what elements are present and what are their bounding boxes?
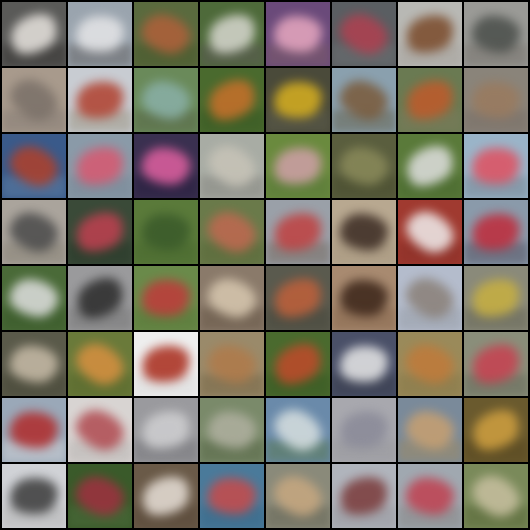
sample-tile bbox=[68, 464, 132, 528]
sample-tile bbox=[2, 134, 66, 198]
sample-tile bbox=[200, 2, 264, 66]
sample-tile bbox=[464, 134, 528, 198]
tile-ground bbox=[398, 506, 462, 528]
sample-tile bbox=[266, 68, 330, 132]
sample-tile bbox=[68, 2, 132, 66]
sample-tile bbox=[332, 332, 396, 396]
tile-subject bbox=[340, 280, 388, 316]
tile-ground bbox=[200, 440, 264, 462]
sample-tile bbox=[2, 200, 66, 264]
sample-tile bbox=[464, 68, 528, 132]
sample-tile bbox=[398, 200, 462, 264]
sample-tile bbox=[464, 398, 528, 462]
tile-ground bbox=[134, 176, 198, 198]
sample-tile bbox=[398, 68, 462, 132]
sample-tile bbox=[398, 332, 462, 396]
sample-tile bbox=[266, 398, 330, 462]
tile-subject bbox=[274, 16, 322, 52]
sample-tile bbox=[464, 200, 528, 264]
sample-tile bbox=[332, 398, 396, 462]
sample-tile bbox=[266, 266, 330, 330]
tile-ground bbox=[266, 44, 330, 66]
sample-tile bbox=[200, 332, 264, 396]
sample-tile bbox=[134, 464, 198, 528]
sample-tile bbox=[68, 332, 132, 396]
sample-tile bbox=[200, 398, 264, 462]
sample-tile bbox=[68, 266, 132, 330]
tile-ground bbox=[134, 308, 198, 330]
sample-tile bbox=[200, 134, 264, 198]
sample-tile bbox=[398, 2, 462, 66]
tile-ground bbox=[134, 242, 198, 264]
tile-ground bbox=[332, 308, 396, 330]
sample-tile bbox=[464, 266, 528, 330]
sample-tile bbox=[332, 200, 396, 264]
sample-tile bbox=[200, 464, 264, 528]
sample-tile bbox=[332, 266, 396, 330]
sample-tile bbox=[134, 332, 198, 396]
sample-tile bbox=[200, 200, 264, 264]
tile-subject bbox=[472, 82, 520, 118]
tile-ground bbox=[266, 110, 330, 132]
tile-ground bbox=[332, 374, 396, 396]
tile-ground bbox=[68, 44, 132, 66]
sample-tile bbox=[200, 266, 264, 330]
sample-tile bbox=[332, 2, 396, 66]
tile-ground bbox=[332, 242, 396, 264]
sample-tile bbox=[68, 398, 132, 462]
sample-tile bbox=[332, 464, 396, 528]
tile-ground bbox=[2, 506, 66, 528]
sample-tile bbox=[464, 332, 528, 396]
tile-ground bbox=[464, 110, 528, 132]
sample-tile bbox=[200, 68, 264, 132]
sample-tile bbox=[68, 68, 132, 132]
sample-tile bbox=[2, 266, 66, 330]
sample-tile bbox=[68, 134, 132, 198]
tile-ground bbox=[2, 440, 66, 462]
sample-tile bbox=[266, 2, 330, 66]
sample-tile bbox=[134, 398, 198, 462]
tile-ground bbox=[2, 374, 66, 396]
sample-tile bbox=[2, 398, 66, 462]
tile-ground bbox=[200, 506, 264, 528]
tile-ground bbox=[464, 44, 528, 66]
sample-tile bbox=[134, 200, 198, 264]
sample-tile bbox=[398, 266, 462, 330]
sample-tile bbox=[332, 134, 396, 198]
sample-tile bbox=[2, 68, 66, 132]
sample-tile bbox=[266, 200, 330, 264]
sample-tile bbox=[2, 332, 66, 396]
sample-tile bbox=[134, 68, 198, 132]
sample-tile bbox=[2, 2, 66, 66]
sample-tile bbox=[398, 464, 462, 528]
tile-subject bbox=[142, 214, 190, 250]
sample-tile bbox=[266, 134, 330, 198]
tile-subject bbox=[208, 478, 256, 514]
sample-tile bbox=[134, 266, 198, 330]
sample-tile bbox=[134, 2, 198, 66]
sample-tile bbox=[266, 332, 330, 396]
tile-ground bbox=[464, 176, 528, 198]
sample-tile bbox=[266, 464, 330, 528]
sample-tile bbox=[398, 398, 462, 462]
sample-tile bbox=[134, 134, 198, 198]
sample-tile bbox=[2, 464, 66, 528]
sample-tile bbox=[464, 2, 528, 66]
sample-tile bbox=[398, 134, 462, 198]
sample-tile bbox=[464, 464, 528, 528]
sample-tile bbox=[332, 68, 396, 132]
tile-subject bbox=[10, 412, 58, 448]
sample-tile bbox=[68, 200, 132, 264]
